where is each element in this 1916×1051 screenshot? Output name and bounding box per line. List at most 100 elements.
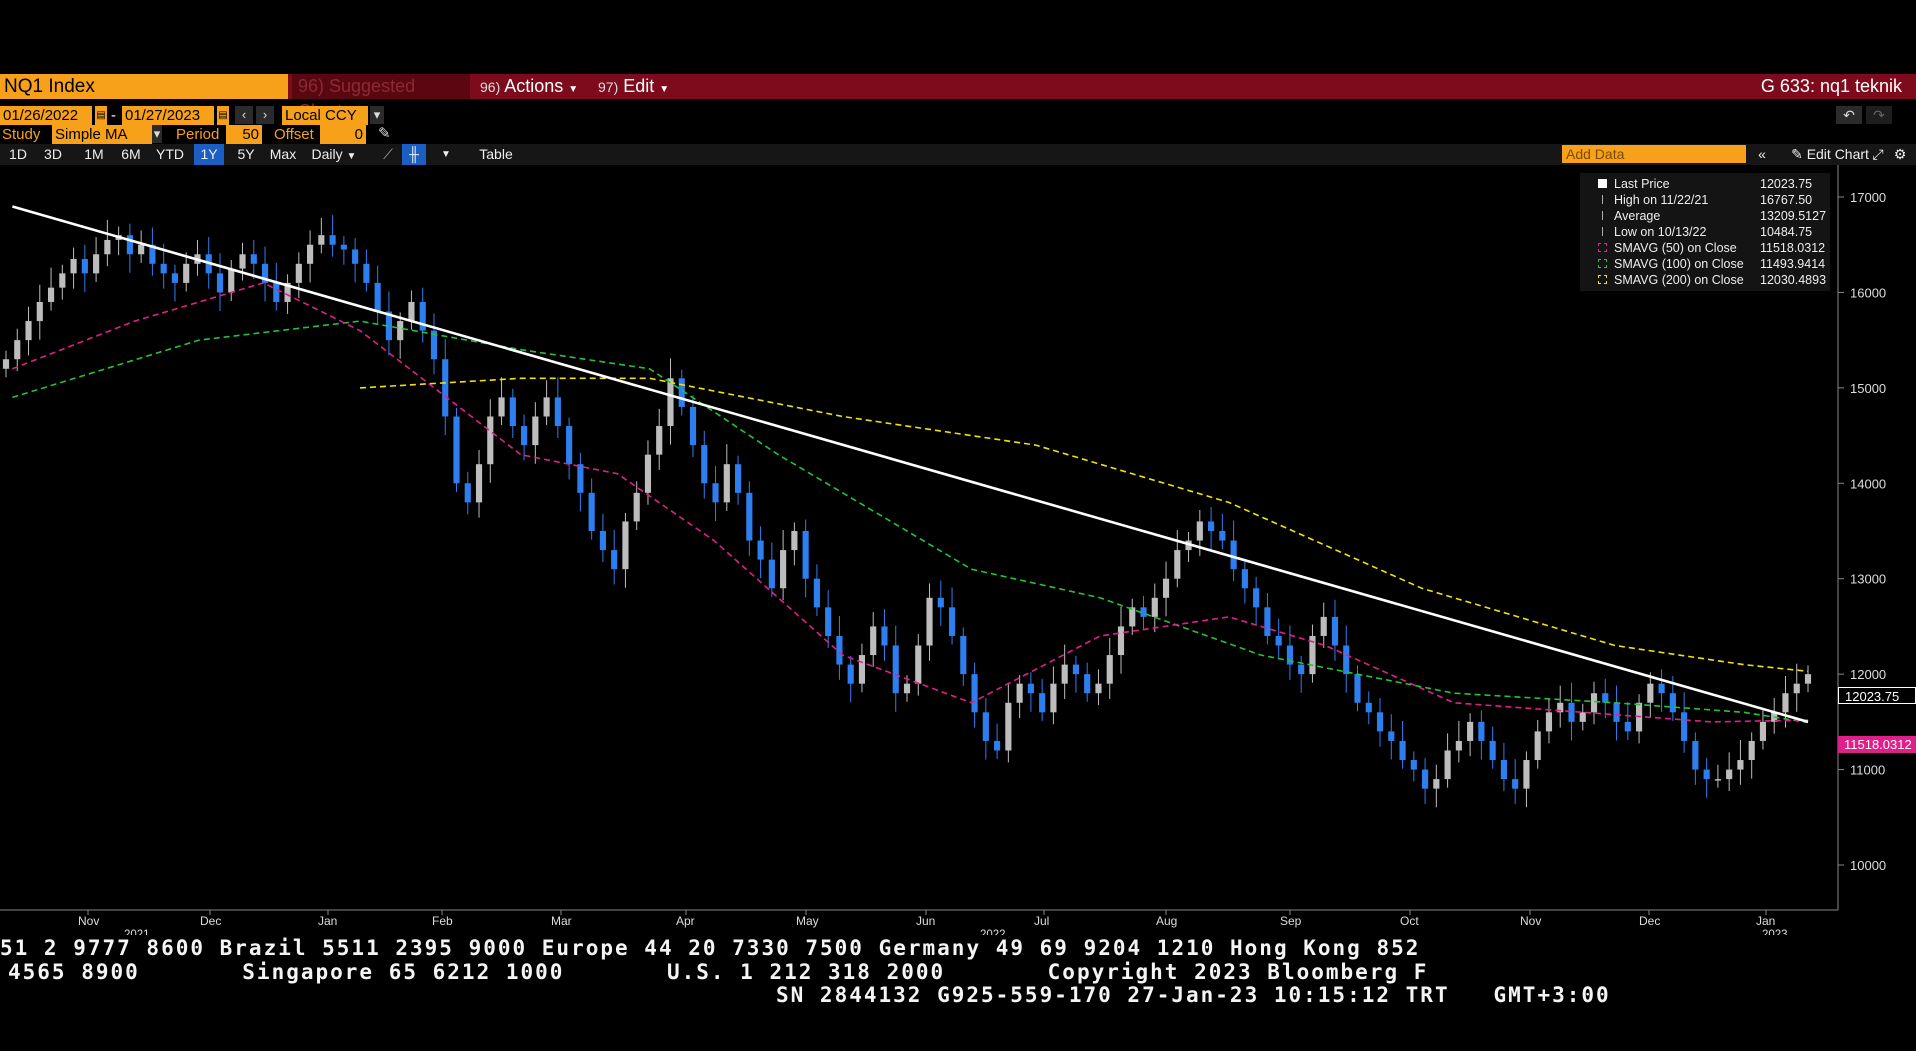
candle-body (1027, 683, 1034, 694)
candle-body (577, 464, 584, 493)
candle-body (1444, 750, 1451, 780)
candle-body (487, 416, 494, 465)
price-chart[interactable]: 10000 11000 12000 13000 14000 15000 16000 17000… (0, 165, 1916, 935)
period-input[interactable]: 50 (226, 125, 262, 144)
gear-icon[interactable]: ⚙ (1893, 146, 1907, 162)
chevron-down-icon[interactable]: ▼ (441, 149, 451, 160)
candle-body (307, 244, 314, 264)
y-tick-label: 13000 (1850, 572, 1886, 587)
chevron-down-icon[interactable]: ▾ (152, 125, 162, 143)
candle-body (1354, 674, 1361, 703)
offset-input[interactable]: 0 (320, 125, 366, 144)
candle-body (329, 235, 336, 245)
candle-body (250, 254, 257, 264)
candle-body (1658, 683, 1665, 694)
x-tick-label: Nov (78, 914, 99, 928)
candle-body (746, 492, 753, 541)
candle-body (509, 397, 516, 427)
candle-body (1782, 693, 1789, 713)
actions-number: 96) (480, 79, 501, 95)
table-button[interactable]: Table (479, 146, 513, 162)
candle-body (802, 531, 809, 579)
candle-body (453, 416, 460, 484)
candle-body (36, 301, 43, 322)
security-field[interactable]: NQ1 Index (0, 74, 288, 99)
edit-label: Edit (623, 76, 655, 96)
candle-body (126, 235, 133, 255)
candle-body (171, 273, 179, 283)
candle-body (47, 287, 55, 302)
undo-icon[interactable]: ↶ (1836, 106, 1862, 124)
range-button-5y[interactable]: 5Y (237, 146, 255, 162)
add-data-input[interactable]: Add Data (1562, 145, 1746, 163)
calendar-icon[interactable]: ▤ (95, 106, 107, 125)
candle-body (430, 330, 438, 360)
candle-body (1095, 683, 1102, 694)
candle-body (1737, 760, 1744, 770)
candle-body (982, 712, 989, 741)
currency-select[interactable]: Local CCY (282, 106, 368, 125)
candle-body (960, 635, 967, 675)
candle-body (1084, 674, 1091, 694)
edit-chart-button[interactable]: ✎ Edit Chart (1778, 144, 1882, 165)
candle-body (374, 282, 381, 312)
frequency-select[interactable]: Daily ▼ (304, 144, 364, 165)
start-date-field[interactable]: 01/26/2022 (0, 106, 92, 125)
redo-icon[interactable]: ↷ (1866, 106, 1892, 124)
study-select[interactable]: Simple MA (52, 125, 152, 144)
pencil-icon[interactable]: ✎ (378, 125, 391, 142)
candle-body (532, 416, 539, 446)
candle-body (81, 259, 88, 274)
line-chart-icon[interactable]: ⟋ (383, 146, 393, 162)
x-tick-label: Oct (1400, 914, 1419, 928)
expand-icon[interactable]: ⤢ (1872, 146, 1884, 162)
range-button-1m[interactable]: 1M (84, 146, 104, 162)
candle-body (1748, 740, 1755, 761)
actions-menu-button[interactable]: 96) Actions ▼ (480, 74, 592, 99)
candle-body (1376, 712, 1384, 732)
legend-name: Last Price (1614, 177, 1670, 191)
x-tick-label: Jul (1034, 914, 1049, 928)
candle-body (701, 445, 708, 484)
x-tick-label: Jun (916, 914, 935, 928)
candle-body (1489, 740, 1496, 761)
chart-legend: Last Price 12023.75 High on 11/22/21 16767.… (1580, 173, 1830, 291)
edit-menu-button[interactable]: 97) Edit ▼ (598, 74, 680, 99)
collapse-icon[interactable]: « (1758, 146, 1766, 162)
candle-body (948, 607, 956, 636)
candle-body (1365, 702, 1372, 713)
legend-name: SMAVG (50) on Close (1614, 241, 1737, 255)
candle-body (1264, 607, 1271, 636)
actions-label: Actions (504, 76, 564, 96)
calendar-icon[interactable]: ▤ (217, 106, 229, 125)
candle-body (1804, 674, 1812, 684)
toolbar (0, 144, 1916, 165)
candle-body (633, 492, 640, 522)
prev-period-button[interactable]: ‹ (235, 106, 253, 124)
candle-body (1692, 740, 1699, 770)
legend-row: Low on 10/13/22 10484.75 (1580, 224, 1830, 240)
range-button-ytd[interactable]: YTD (156, 146, 184, 162)
candle-body (689, 406, 697, 446)
range-button-3d[interactable]: 3D (44, 146, 62, 162)
candle-body (1320, 616, 1327, 636)
candle-body (1523, 760, 1530, 789)
suggested-charts-button[interactable]: 96) Suggested Charts (292, 74, 470, 121)
x-year-label: 2023 (1762, 929, 1788, 935)
candle-body (1286, 645, 1294, 665)
candle-chart-icon[interactable]: ╫ (402, 144, 426, 165)
next-period-button[interactable]: › (256, 106, 274, 124)
range-button-1y[interactable]: 1Y (194, 144, 224, 165)
range-button-6m[interactable]: 6M (121, 146, 141, 162)
chevron-down-icon[interactable]: ▾ (370, 106, 384, 124)
range-button-1d[interactable]: 1D (9, 146, 27, 162)
candle-body (318, 235, 325, 245)
x-tick-label: Dec (200, 914, 221, 928)
legend-swatch (1598, 243, 1607, 252)
candle-body (791, 531, 798, 551)
candle-body (1253, 588, 1260, 608)
edit-number: 97) (598, 79, 619, 95)
end-date-field[interactable]: 01/27/2023 (122, 106, 214, 125)
range-button-max[interactable]: Max (269, 146, 297, 162)
candle-body (926, 597, 933, 646)
